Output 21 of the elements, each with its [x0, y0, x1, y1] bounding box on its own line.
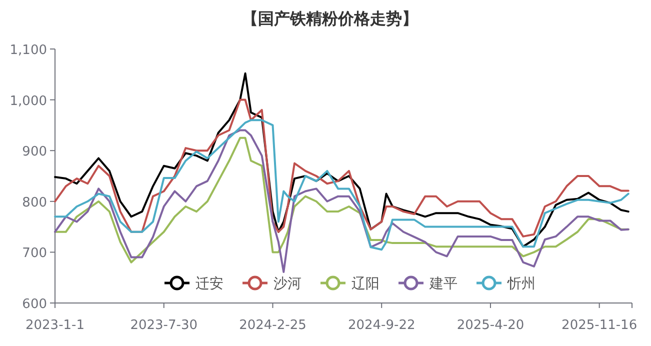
- line-series: [54, 72, 630, 248]
- x-tick-label: 2025-11-16: [562, 318, 638, 333]
- y-tick-label: 800: [22, 195, 47, 210]
- y-tick-label: 600: [22, 297, 47, 312]
- x-tick-label: 2023-1-1: [25, 318, 85, 333]
- y-tick-label: 900: [22, 144, 47, 160]
- x-tick-label: 2023-7-30: [130, 318, 198, 333]
- legend-label: 迁安: [196, 276, 224, 292]
- x-tick-label: 2024-2-25: [239, 318, 306, 333]
- y-tick-label: 1,000: [10, 94, 47, 109]
- legend-label: 辽阳: [352, 276, 380, 292]
- line-series: [54, 119, 630, 251]
- x-tick-label: 2025-4-20: [456, 318, 524, 333]
- legend-label: 建平: [428, 276, 458, 292]
- y-tick-label: 1,100: [10, 43, 47, 58]
- y-tick-label: 700: [22, 246, 47, 262]
- line-series: [54, 98, 630, 238]
- x-tick-label: 2024-9-22: [348, 318, 416, 333]
- legend-label: 沙河: [274, 276, 302, 292]
- chart-title: 【国产铁精粉价格走势】: [242, 9, 418, 28]
- legend-label: 忻州: [506, 276, 536, 292]
